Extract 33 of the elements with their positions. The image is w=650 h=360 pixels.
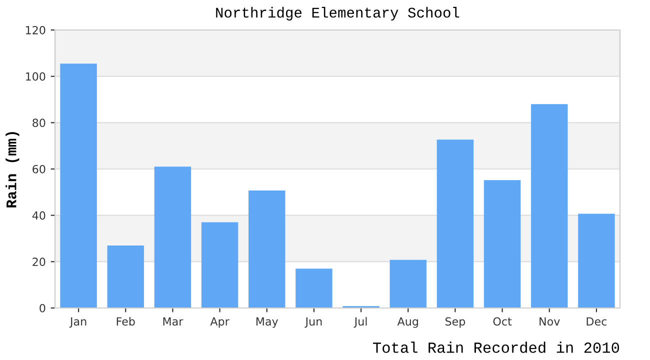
bar (390, 260, 426, 308)
bar (201, 222, 238, 308)
x-axis-title: Total Rain Recorded in 2010 (373, 342, 620, 353)
bar (107, 245, 144, 308)
x-tick-label: Apr (210, 317, 230, 328)
y-axis-title: Rain (mm) (6, 132, 20, 208)
bar (296, 268, 332, 308)
x-tick-label: Jun (304, 317, 322, 328)
x-tick-label: Dec (586, 317, 607, 326)
y-tick-label: 100 (26, 72, 46, 81)
y-tick-label: 0 (40, 304, 46, 312)
x-tick-label: Nov (540, 317, 560, 326)
x-tick-label: Oct (493, 317, 512, 326)
y-tick-label: 60 (32, 164, 46, 174)
chart-title: Northridge Elementary School (216, 6, 460, 21)
x-tick-label: Mar (163, 317, 184, 326)
bar (484, 180, 521, 308)
y-tick-label: 20 (32, 258, 46, 266)
x-tick-label: Feb (116, 317, 135, 326)
y-tick-label: 40 (32, 211, 46, 220)
bar (578, 214, 615, 308)
bar (154, 166, 192, 308)
bar (248, 190, 286, 308)
y-tick-label: 80 (32, 118, 46, 128)
x-tick-label: May (256, 317, 278, 328)
bar (60, 64, 97, 308)
x-tick-label: Aug (397, 317, 418, 328)
bar (436, 140, 474, 308)
x-tick-label: Jul (354, 317, 367, 328)
bar (531, 104, 568, 308)
y-tick-label: 120 (26, 26, 46, 34)
x-tick-label: Sep (445, 317, 466, 328)
x-tick-label: Jan (69, 317, 86, 328)
